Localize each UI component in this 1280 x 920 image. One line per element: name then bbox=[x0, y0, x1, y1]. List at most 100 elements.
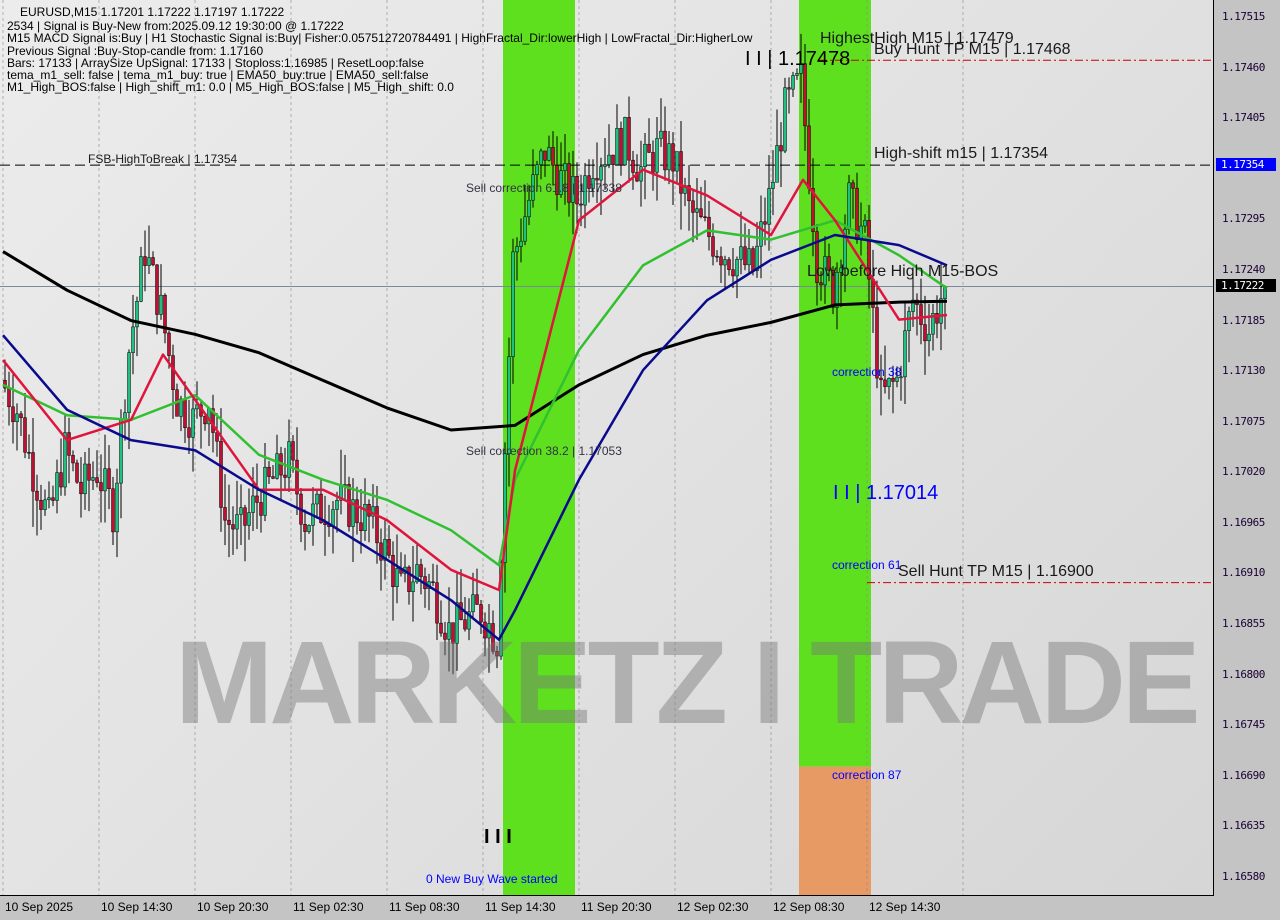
bull-candle bbox=[15, 413, 19, 423]
bear-candle bbox=[803, 63, 807, 127]
bull-candle bbox=[499, 562, 503, 657]
bear-candle bbox=[231, 524, 235, 530]
bear-candle bbox=[443, 632, 447, 640]
bear-candle bbox=[935, 313, 939, 324]
bear-candle bbox=[75, 462, 79, 483]
bull-candle bbox=[415, 564, 419, 583]
bear-candle bbox=[79, 481, 83, 495]
bear-candle bbox=[451, 622, 455, 644]
sell-correction-618-label: Sell correction 61.8 | 1.17338 bbox=[466, 181, 622, 195]
low-mark-label: I I | 1.17014 bbox=[833, 482, 939, 504]
bull-candle bbox=[503, 453, 507, 563]
bear-candle bbox=[439, 622, 443, 634]
bear-candle bbox=[611, 154, 615, 165]
bear-candle bbox=[743, 246, 747, 266]
bull-candle bbox=[723, 259, 727, 266]
bear-candle bbox=[631, 159, 635, 173]
bull-candle bbox=[395, 568, 399, 587]
bull-candle bbox=[103, 468, 107, 492]
bear-candle bbox=[291, 441, 295, 461]
bear-candle bbox=[243, 507, 247, 526]
bear-candle bbox=[811, 188, 815, 232]
bear-candle bbox=[375, 506, 379, 544]
bear-candle bbox=[763, 221, 767, 225]
price-tick-label: 1.17185 bbox=[1222, 313, 1265, 327]
bear-candle bbox=[7, 387, 11, 408]
bear-candle bbox=[551, 147, 555, 166]
bear-candle bbox=[407, 566, 411, 592]
time-tick-label: 12 Sep 02:30 bbox=[677, 900, 749, 914]
bull-candle bbox=[903, 330, 907, 378]
bear-candle bbox=[627, 117, 631, 161]
bull-candle bbox=[767, 188, 771, 225]
bear-candle bbox=[163, 294, 167, 334]
bull-candle bbox=[799, 63, 803, 74]
bull-candle bbox=[91, 477, 95, 481]
signal-zone bbox=[799, 766, 871, 895]
bear-candle bbox=[575, 176, 579, 205]
bear-candle bbox=[807, 125, 811, 189]
bear-candle bbox=[35, 490, 39, 501]
bear-candle bbox=[699, 208, 703, 217]
bull-candle bbox=[247, 512, 251, 526]
bull-candle bbox=[511, 251, 515, 357]
bear-candle bbox=[875, 307, 879, 379]
bull-candle bbox=[179, 398, 183, 417]
bear-candle bbox=[187, 427, 191, 438]
bear-candle bbox=[719, 256, 723, 266]
bear-candle bbox=[151, 257, 155, 266]
bull-candle bbox=[591, 178, 595, 189]
sell-hunt-label: Sell Hunt TP M15 | 1.16900 bbox=[898, 563, 1094, 580]
bull-candle bbox=[795, 73, 799, 76]
sell-correction-382-label: Sell correction 38.2 | 1.17053 bbox=[466, 444, 622, 458]
bull-candle bbox=[559, 170, 563, 195]
bull-candle bbox=[135, 301, 139, 328]
bear-candle bbox=[779, 145, 783, 152]
bull-candle bbox=[159, 294, 163, 315]
bear-candle bbox=[687, 185, 691, 202]
bear-candle bbox=[71, 455, 75, 464]
bear-candle bbox=[227, 519, 231, 525]
bull-candle bbox=[643, 143, 647, 168]
bear-candle bbox=[463, 619, 467, 630]
bull-candle bbox=[847, 182, 851, 230]
bear-candle bbox=[267, 466, 271, 477]
bull-candle bbox=[63, 432, 67, 488]
bear-candle bbox=[595, 178, 599, 181]
correction-87-label: correction 87 bbox=[832, 768, 902, 782]
bear-candle bbox=[27, 452, 31, 454]
bull-candle bbox=[607, 154, 611, 165]
bull-candle bbox=[251, 495, 255, 513]
bull-candle bbox=[127, 352, 131, 413]
bos-info: M1_High_BOS:false | High_shift_m1: 0.0 |… bbox=[7, 80, 454, 94]
bull-candle bbox=[119, 418, 123, 484]
bear-candle bbox=[663, 130, 667, 171]
bear-candle bbox=[827, 256, 831, 271]
watermark: MARKETZ I TRADE bbox=[175, 617, 1201, 749]
bull-candle bbox=[931, 313, 935, 335]
bull-candle bbox=[455, 602, 459, 644]
bear-candle bbox=[143, 256, 147, 266]
bull-candle bbox=[43, 499, 47, 510]
bear-candle bbox=[923, 324, 927, 342]
bull-candle bbox=[527, 199, 531, 218]
bear-candle bbox=[255, 495, 259, 503]
new-buy-wave-label: 0 New Buy Wave started bbox=[426, 872, 558, 886]
highest-high-label: HighestHigh M15 | 1.17479 bbox=[820, 30, 1014, 47]
bull-candle bbox=[899, 376, 903, 379]
bear-candle bbox=[431, 581, 435, 584]
bear-candle bbox=[711, 236, 715, 257]
bear-candle bbox=[707, 216, 711, 237]
correction-38-label: correction 38 bbox=[832, 365, 902, 379]
signal-zone bbox=[503, 0, 575, 895]
bull-candle bbox=[519, 240, 523, 247]
bull-candle bbox=[599, 166, 603, 181]
chart-area[interactable]: MARKETZ I TRADE EURUSD,M15 1.17201 1.172… bbox=[0, 0, 1214, 896]
bear-candle bbox=[479, 604, 483, 623]
bull-candle bbox=[383, 539, 387, 561]
bull-candle bbox=[115, 482, 119, 533]
bull-candle bbox=[843, 228, 847, 269]
bear-candle bbox=[647, 143, 651, 153]
time-tick-label: 12 Sep 08:30 bbox=[773, 900, 845, 914]
bear-candle bbox=[587, 175, 591, 189]
